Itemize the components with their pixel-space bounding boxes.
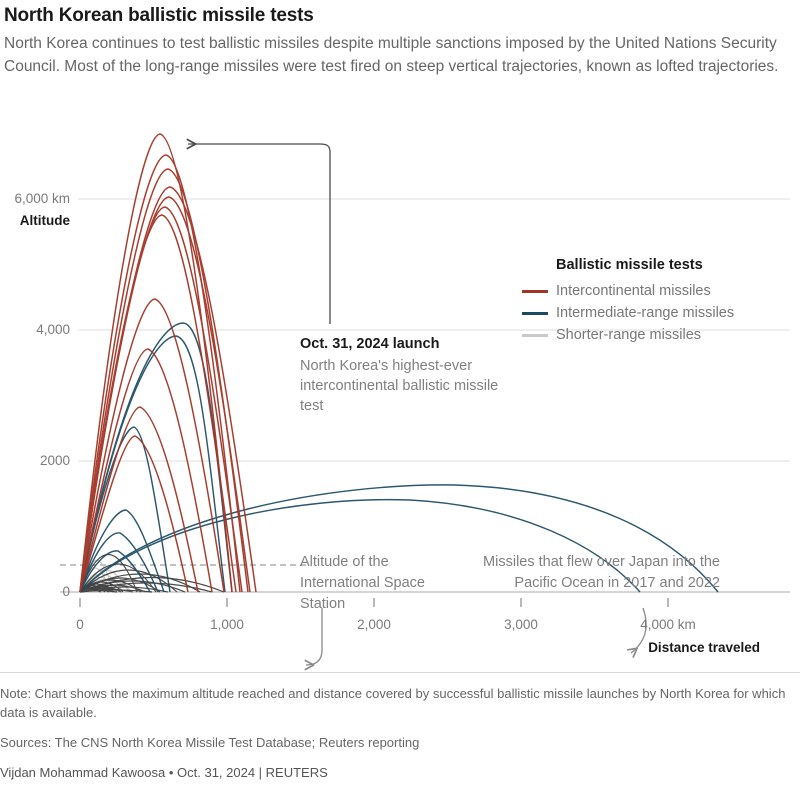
trajectory-plot [60,133,790,671]
chart-header: North Korean ballistic missile tests Nor… [0,0,800,78]
footer-note: Note: Chart shows the maximum altitude r… [0,686,786,720]
legend-swatch-icon [522,311,548,315]
intermediate-range-trajectories [79,322,719,593]
y-tick-2000: 2000 [39,453,70,468]
annotation-body: North Korea's highest-ever intercontinen… [300,358,499,414]
x-axis-ticks [79,598,669,607]
chart-canvas: 6,000 km Altitude 4,000 2000 0 0 1,000 2… [0,112,800,672]
y-axis-title: Altitude [19,213,70,228]
annotation-body: Missiles that flew over Japan into the P… [483,554,720,591]
x-tick-0: 0 [76,617,84,632]
annotation-heading: Oct. 31, 2024 launch [300,336,440,352]
x-tick-2000: 2,000 [357,617,391,632]
iss-connector [304,608,323,671]
chart-footer: Note: Chart shows the maximum altitude r… [0,672,800,782]
page-subtitle: North Korea continues to test ballistic … [4,35,779,75]
annotation-japan-overflight: Missiles that flew over Japan into the P… [480,552,720,594]
x-tick-4000: 4,000 km [640,617,696,632]
y-tick-4000: 4,000 [36,322,70,337]
oct-launch-connector [186,138,331,324]
annotation-iss: Altitude of the International Space Stat… [300,552,450,615]
legend-title: Ballistic missile tests [556,257,703,273]
page-title: North Korean ballistic missile tests [4,5,314,26]
legend-swatch-icon [522,289,548,293]
footer-byline: Vijdan Mohammad Kawoosa • Oct. 31, 2024 … [0,765,328,780]
footer-divider [0,672,800,673]
x-tick-1000: 1,000 [210,617,244,632]
x-tick-3000: 3,000 [504,617,538,632]
y-tick-0: 0 [62,584,70,599]
intercontinental-trajectories [79,133,257,593]
legend-item-shorter-range[interactable]: Shorter-range missiles [522,324,734,346]
japan-connector [626,607,647,658]
x-axis-title: Distance traveled [648,640,760,655]
legend-swatch-icon [522,333,548,337]
annotation-oct-launch: Oct. 31, 2024 launch North Korea's highe… [300,334,515,416]
legend-label: Shorter-range missiles [556,327,702,343]
legend-label: Intermediate-range missiles [556,305,735,321]
annotation-body: Altitude of the International Space Stat… [300,554,425,612]
legend-label: Intercontinental missiles [556,283,711,299]
short-range-cluster [79,553,225,593]
legend-item-intercontinental[interactable]: Intercontinental missiles [522,280,734,302]
chart-legend: Ballistic missile tests Intercontinental… [522,256,734,346]
y-tick-6000: 6,000 km [14,191,70,206]
footer-sources: Sources: The CNS North Korea Missile Tes… [0,735,420,750]
legend-item-intermediate-range[interactable]: Intermediate-range missiles [522,302,734,324]
